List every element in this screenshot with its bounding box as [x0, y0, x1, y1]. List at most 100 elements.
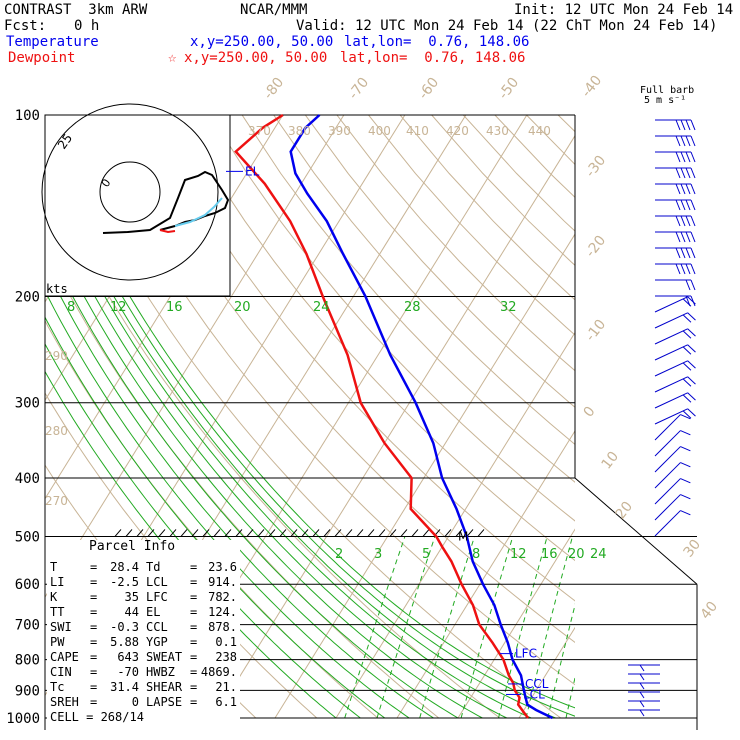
- isotherm-label: 10: [599, 449, 623, 473]
- parcel-key: LCL: [146, 575, 168, 589]
- wind-barb-flag: [680, 430, 691, 436]
- level-label-m: M: [458, 529, 468, 543]
- moist-adiabat-label: 20: [234, 300, 251, 315]
- moist-adiabat-label: 8: [67, 300, 75, 315]
- wind-barb: [654, 446, 691, 473]
- wind-barb: [654, 344, 696, 361]
- parcel-value: -0.3: [110, 620, 139, 634]
- wind-barb: [655, 215, 696, 227]
- parcel-value: -2.5: [110, 575, 139, 589]
- theta-label: 440: [528, 124, 551, 138]
- wind-barb-flag: [690, 151, 696, 163]
- hatch-mark: [169, 529, 177, 537]
- wind-barb-flag: [690, 279, 696, 291]
- wind-barb-flag: [685, 279, 691, 291]
- dry-adiabat-line: [45, 246, 440, 719]
- wind-barb-flag: [690, 263, 696, 275]
- isotherm-label: -50: [496, 75, 523, 103]
- parcel-value: 4869.: [200, 665, 237, 679]
- hatch-mark: [466, 529, 474, 537]
- wind-barb-flag: [680, 199, 686, 211]
- dewpoint-xy: x,y=250.00, 50.00: [184, 50, 328, 66]
- dry-adiabat-line: [273, 115, 575, 446]
- parcel-value: 28.4: [110, 560, 139, 574]
- parcel-value: 914.: [208, 575, 237, 589]
- parcel-key: K: [50, 590, 58, 604]
- theta-label: 390: [328, 124, 351, 138]
- barb-legend-title: Full barb: [640, 85, 695, 96]
- parcel-eq: =: [190, 620, 198, 634]
- theta-label: 430: [486, 124, 509, 138]
- parcel-key: SREH: [50, 695, 79, 709]
- isotherm-line: [213, 134, 575, 719]
- level-label-ccl: CCL: [525, 677, 549, 691]
- dry-adiabat-line: [590, 115, 740, 718]
- dewpoint-latlon: lat,lon= 0.76, 148.06: [340, 50, 526, 66]
- hatch-mark: [334, 529, 342, 537]
- theta-label: 420: [446, 124, 469, 138]
- hatch-mark: [147, 529, 155, 537]
- parcel-key: YGP: [146, 635, 168, 649]
- wind-barb: [654, 462, 691, 489]
- parcel-value: 35: [124, 590, 139, 604]
- hodograph-units-label: kts: [46, 282, 68, 296]
- isotherm-line: [702, 115, 740, 718]
- hatch-mark: [312, 529, 320, 537]
- wind-barb-flag: [675, 151, 681, 163]
- parcel-eq: =: [90, 650, 98, 664]
- parcel-eq: =: [190, 680, 198, 694]
- parcel-key: EL: [146, 605, 161, 619]
- fcst-value: 0 h: [74, 18, 100, 34]
- hatch-mark: [257, 529, 265, 537]
- init-time: Init: 12 UTC Mon 24 Feb 14: [514, 2, 734, 18]
- parcel-value: 6.1: [215, 695, 237, 709]
- parcel-key: T: [50, 560, 58, 574]
- wind-barb: [655, 199, 696, 211]
- mixing-ratio-label: 5: [422, 547, 430, 562]
- wind-barb-shaft: [654, 494, 681, 521]
- hatch-mark: [202, 529, 210, 537]
- parcel-eq: =: [90, 665, 98, 679]
- parcel-value: 0: [131, 695, 139, 709]
- wind-barb: [654, 312, 696, 329]
- parcel-value: 5.88: [110, 635, 139, 649]
- hatch-mark: [345, 529, 353, 537]
- parcel-key: CAPE: [50, 650, 79, 664]
- theta-label: 270: [45, 494, 68, 508]
- parcel-value: 643: [117, 650, 139, 664]
- wind-barb-flag: [639, 700, 645, 708]
- wind-barb-shaft: [654, 414, 681, 441]
- parcel-value: 44: [124, 605, 139, 619]
- hodograph-red-segment: [159, 229, 176, 234]
- parcel-key: CCL: [146, 620, 168, 634]
- parcel-value: 21.: [215, 680, 237, 694]
- hodograph-outer-ring: [41, 103, 219, 281]
- mixing-ratio-label: 2: [335, 547, 343, 562]
- theta-label: 280: [45, 424, 68, 438]
- hatch-mark: [125, 529, 133, 537]
- theta-label: 380: [288, 124, 311, 138]
- hatch-mark: [268, 529, 276, 537]
- wind-barb-shaft: [654, 360, 688, 377]
- parcel-eq: =: [90, 560, 98, 574]
- wind-barb-shaft: [654, 392, 688, 409]
- right-frame-diag: [574, 477, 698, 585]
- wind-barb: [654, 510, 691, 537]
- wind-barb-flag: [687, 392, 696, 401]
- isotherm-label: 40: [698, 599, 722, 623]
- dry-adiabat-line: [178, 115, 575, 562]
- dewpoint-trace: [234, 113, 530, 719]
- hatch-mark: [422, 529, 430, 537]
- dewpoint-legend: Dewpoint: [8, 50, 76, 66]
- wind-barb-flag: [685, 135, 691, 147]
- dry-adiabat-line: [462, 115, 575, 232]
- level-label-lcl: LCL: [523, 687, 545, 701]
- wind-barb-flag: [685, 215, 691, 227]
- mixing-ratio-line: [460, 536, 514, 719]
- mixing-ratio-label: 3: [374, 547, 382, 562]
- mixing-ratio-label: 8: [472, 547, 480, 562]
- isotherm-label: -80: [261, 75, 288, 103]
- parcel-key: PW: [50, 635, 65, 649]
- moist-adiabat-label: 24: [313, 300, 330, 315]
